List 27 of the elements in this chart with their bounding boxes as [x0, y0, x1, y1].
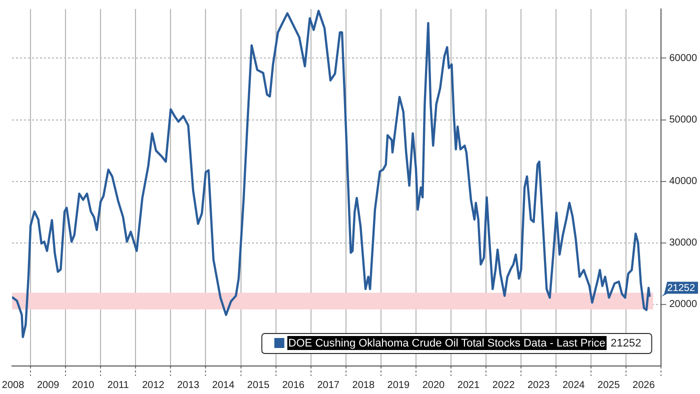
x-tick-label: 2011 — [107, 380, 130, 391]
x-tick-label: 2017 — [317, 380, 340, 391]
x-tick-label: 2013 — [177, 380, 200, 391]
x-tick-label: 2024 — [562, 380, 586, 391]
x-tick-label: 2014 — [212, 380, 235, 391]
x-tick-label: 2009 — [36, 380, 60, 391]
x-tick-label: 2019 — [387, 380, 410, 391]
x-tick-label: 2010 — [72, 380, 95, 391]
x-tick-label: 2018 — [352, 380, 375, 391]
x-tick-label: 2008 — [2, 380, 25, 391]
x-tick-label: 2016 — [282, 380, 305, 391]
y-tick-label: 50000 — [669, 114, 698, 126]
y-tick-label: 60000 — [669, 52, 698, 64]
annotation: 21252 — [667, 282, 696, 294]
legend-label: DOE Cushing Oklahoma Crude Oil Total Stocks Data - Last Price — [288, 338, 606, 350]
x-tick-label: 2020 — [422, 380, 446, 391]
x-tick-label: 2012 — [142, 380, 165, 391]
y-tick-label: 40000 — [669, 176, 698, 188]
x-tick-label: 2021 — [457, 380, 480, 391]
x-tick-label: 2022 — [492, 380, 516, 391]
x-tick-label: 2015 — [247, 380, 270, 391]
annotation: 21252 — [610, 338, 642, 350]
y-tick-label: 30000 — [669, 238, 698, 249]
x-tick-label: 2025 — [598, 380, 620, 391]
x-tick-label: 2023 — [527, 380, 550, 391]
y-tick-label: 20000 — [669, 299, 698, 310]
x-tick-label: 2026 — [632, 380, 656, 391]
